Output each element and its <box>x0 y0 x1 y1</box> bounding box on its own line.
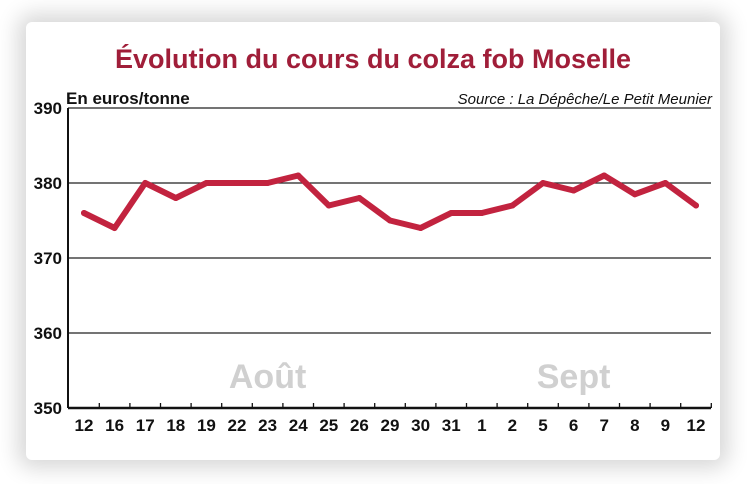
x-tick-label: 31 <box>442 416 461 435</box>
x-tick-label: 24 <box>289 416 308 435</box>
x-tick-label: 12 <box>687 416 706 435</box>
x-tick-label: 2 <box>508 416 517 435</box>
x-tick-label: 7 <box>599 416 608 435</box>
grid-lines <box>68 107 711 334</box>
x-tick-label: 30 <box>411 416 430 435</box>
series-layer <box>81 172 699 231</box>
data-point <box>111 225 118 231</box>
x-tick-label: 9 <box>661 416 670 435</box>
data-point <box>387 217 393 224</box>
data-point <box>417 225 424 231</box>
data-point <box>234 180 240 186</box>
y-tick-label-390: 390 <box>34 99 62 118</box>
data-point <box>693 202 699 209</box>
x-tick-label: 17 <box>136 416 155 435</box>
x-tick-label: 19 <box>197 416 216 435</box>
data-point <box>478 210 485 216</box>
x-tick-labels: 12 16 17 18 19 22 23 24 25 26 29 30 31 1 2 5 6 7 8 9 12 <box>75 416 706 435</box>
data-point <box>662 180 669 186</box>
x-tick-label: 12 <box>75 416 94 435</box>
data-point <box>142 180 149 186</box>
y-tick-label-380: 380 <box>34 174 62 193</box>
data-point <box>509 202 516 209</box>
y-axis-unit-label: En euros/tonne <box>66 89 190 108</box>
data-point <box>601 172 608 179</box>
month-label: Sept <box>537 358 611 396</box>
x-tick-label: 23 <box>258 416 277 435</box>
x-tick-label: 1 <box>477 416 486 435</box>
x-tick-label: 5 <box>538 416 547 435</box>
x-tick-label: 8 <box>630 416 639 435</box>
data-point <box>325 202 332 209</box>
y-tick-label-350: 350 <box>34 399 62 418</box>
data-point <box>81 210 87 216</box>
chart-card <box>26 22 720 460</box>
y-tick-labels: 350 360 370 380 390 <box>34 99 62 418</box>
x-tick-label: 6 <box>569 416 578 435</box>
x-tick-label: 29 <box>381 416 400 435</box>
chart-title: Évolution du cours du colza fob Moselle <box>115 43 631 74</box>
data-point <box>540 180 546 186</box>
data-point <box>448 210 455 216</box>
month-labels: Août Sept <box>229 358 611 396</box>
source-note: Source : La Dépêche/Le Petit Meunier <box>458 91 713 108</box>
data-point <box>172 195 179 201</box>
data-point <box>631 191 638 198</box>
y-tick-label-360: 360 <box>34 324 62 343</box>
data-point <box>570 187 577 194</box>
data-point <box>264 180 271 186</box>
data-point <box>356 195 363 201</box>
month-label: Août <box>229 358 306 396</box>
axes <box>67 108 712 410</box>
data-point <box>203 180 210 186</box>
x-tick-label: 18 <box>166 416 185 435</box>
x-tick-label: 22 <box>228 416 247 435</box>
x-tick-label: 25 <box>319 416 338 435</box>
data-point <box>295 172 302 179</box>
x-tick-label: 16 <box>105 416 124 435</box>
x-tick-label: 26 <box>350 416 369 435</box>
y-tick-label-370: 370 <box>34 249 62 268</box>
